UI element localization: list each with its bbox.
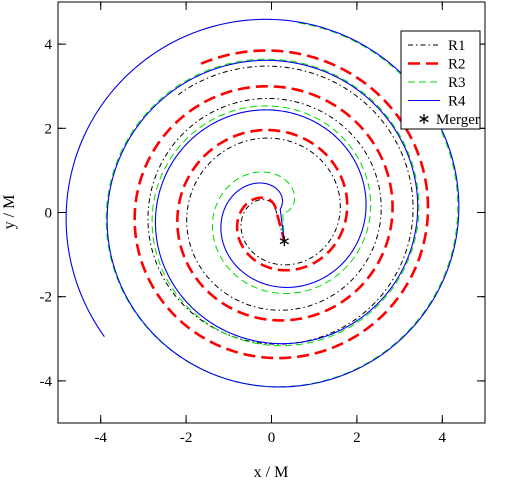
legend-label-merger: Merger — [436, 112, 480, 128]
x-tick-label: -4 — [94, 430, 107, 446]
legend-merger-marker — [419, 115, 429, 123]
legend-label-r2: R2 — [448, 57, 466, 73]
series-line-r3 — [105, 22, 459, 388]
series-curves — [65, 18, 460, 388]
legend-label-r1: R1 — [448, 38, 466, 54]
x-tick-label: 0 — [268, 430, 276, 446]
legend-label-r3: R3 — [448, 75, 466, 91]
series-line-r1 — [147, 65, 414, 345]
y-axis-label: y / M — [1, 195, 18, 230]
x-tick-label: -2 — [180, 430, 193, 446]
x-tick-label: 4 — [439, 430, 447, 446]
x-tick-label: 2 — [353, 430, 361, 446]
y-tick-label: -2 — [40, 290, 53, 306]
y-tick-label: 0 — [45, 206, 53, 222]
legend-label-r4: R4 — [448, 94, 466, 110]
y-tick-label: 2 — [45, 121, 53, 137]
x-axis-label: x / M — [254, 464, 289, 481]
merger-marker — [279, 236, 289, 247]
legend-box — [400, 30, 481, 130]
series-line-r4 — [65, 18, 460, 388]
y-tick-label: -4 — [40, 374, 53, 390]
merger-marker-stroke — [279, 238, 289, 245]
y-tick-label: 4 — [45, 37, 53, 53]
axis-ticks: -4 -2 0 2 4 -4 -2 0 2 4 — [40, 2, 485, 446]
series-line-r2 — [133, 49, 430, 360]
legend: R1 R2 R3 R4 Merger — [400, 30, 481, 130]
